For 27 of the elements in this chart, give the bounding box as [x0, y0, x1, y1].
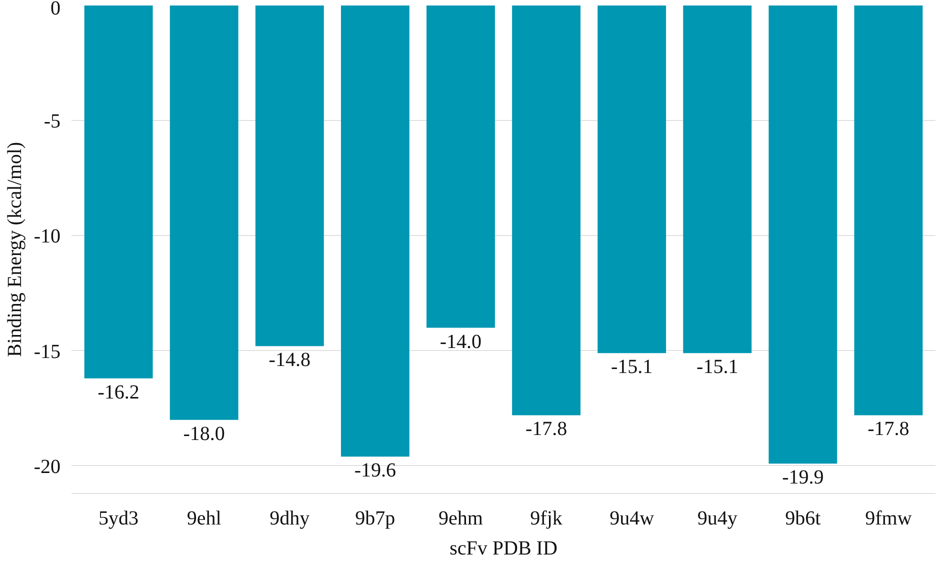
x-tick-label: 9b7p — [355, 508, 396, 530]
data-label: -19.9 — [782, 466, 824, 489]
data-label: -14.0 — [440, 330, 482, 353]
data-label: -16.2 — [98, 381, 140, 404]
y-tick-label: -20 — [34, 456, 61, 478]
x-tick-label: 9b6t — [785, 508, 822, 530]
data-label: -19.6 — [354, 460, 396, 482]
y-tick-label: -10 — [34, 226, 61, 248]
x-axis-title: scFv PDB ID — [450, 538, 558, 560]
y-axis-title: Binding Energy (kcal/mol) — [4, 142, 26, 358]
y-tick-label: -15 — [34, 340, 61, 363]
x-tick-label: 5yd3 — [98, 508, 139, 530]
y-tick-label: -5 — [44, 110, 61, 133]
x-tick-label: 9fjk — [530, 508, 562, 530]
data-label: -14.8 — [268, 349, 310, 372]
x-tick-label: 9u4y — [697, 508, 738, 530]
x-tick-label: 9dhy — [270, 508, 310, 530]
x-tick-label: 9ehm — [438, 508, 484, 530]
data-label: -15.1 — [696, 356, 738, 378]
y-tick-label: 0 — [50, 0, 60, 20]
data-label: -18.0 — [183, 422, 225, 445]
x-tick-label: 9fmw — [865, 508, 912, 530]
data-label: -15.1 — [610, 356, 653, 378]
data-label: -17.8 — [868, 418, 910, 440]
x-tick-label: 9u4w — [610, 508, 655, 530]
data-label: -17.8 — [525, 418, 568, 440]
x-tick-label: 9ehl — [186, 508, 222, 530]
